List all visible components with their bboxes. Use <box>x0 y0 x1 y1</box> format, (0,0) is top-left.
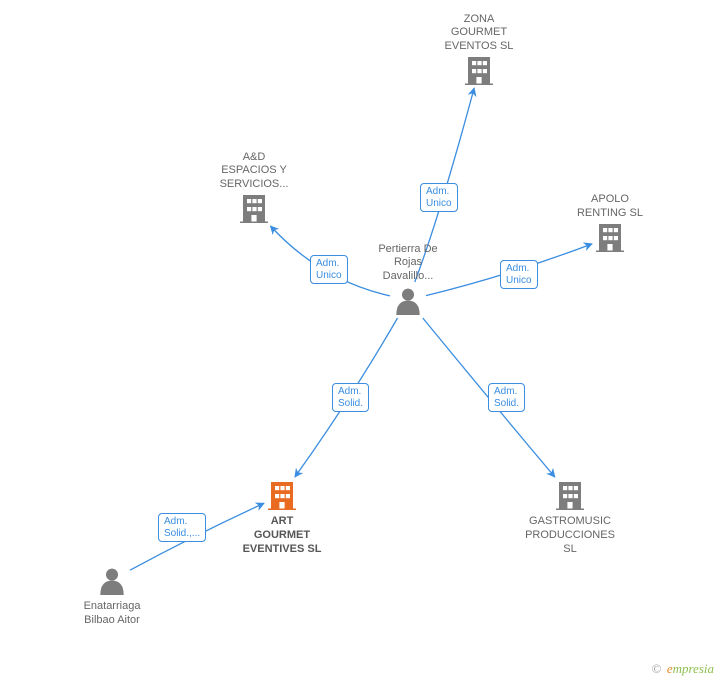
node-apolo[interactable] <box>596 224 624 252</box>
node-label-art: ART GOURMET EVENTIVES SL <box>222 513 342 556</box>
node-ayd[interactable] <box>240 195 268 223</box>
network-svg <box>0 0 728 685</box>
node-zona[interactable] <box>465 57 493 85</box>
node-label-gastromusic: GASTROMUSIC PRODUCCIONES SL <box>510 513 630 556</box>
edge-label-enatarriaga-art: Adm. Solid.,... <box>158 513 206 542</box>
edge-label-pertierra-art: Adm. Solid. <box>332 383 369 412</box>
node-label-pertierra: Pertierra De Rojas Davalillo... <box>348 241 468 284</box>
watermark-rest: mpresia <box>673 661 714 676</box>
node-label-ayd: A&D ESPACIOS Y SERVICIOS... <box>194 149 314 192</box>
node-art[interactable] <box>268 482 296 510</box>
edge-label-pertierra-zona: Adm. Unico <box>420 183 458 212</box>
node-enatarriaga[interactable] <box>100 569 123 595</box>
node-gastromusic[interactable] <box>556 482 584 510</box>
edge-label-pertierra-apolo: Adm. Unico <box>500 260 538 289</box>
watermark: © empresia <box>652 661 714 677</box>
node-label-apolo: APOLO RENTING SL <box>550 191 670 221</box>
copyright-symbol: © <box>652 661 662 676</box>
edge-label-pertierra-gastromusic: Adm. Solid. <box>488 383 525 412</box>
node-label-zona: ZONA GOURMET EVENTOS SL <box>419 11 539 54</box>
node-label-enatarriaga: Enatarriaga Bilbao Aitor <box>52 598 172 628</box>
node-pertierra[interactable] <box>396 289 419 315</box>
edge-label-pertierra-ayd: Adm. Unico <box>310 255 348 284</box>
